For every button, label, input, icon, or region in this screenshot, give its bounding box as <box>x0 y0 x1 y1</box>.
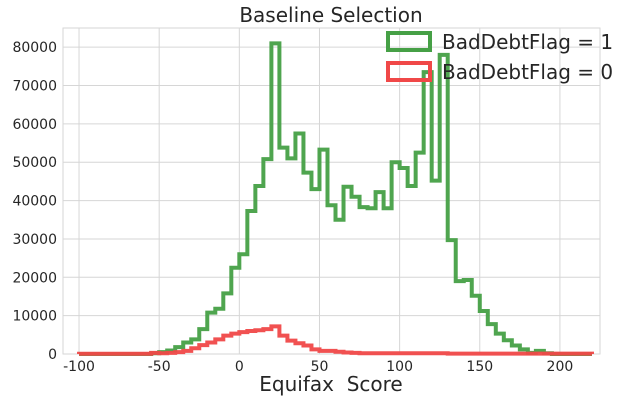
series-baddebtflag-1-step <box>79 41 592 356</box>
y-tick-label: 10000 <box>12 309 57 325</box>
y-tick-label: 80000 <box>12 40 57 56</box>
x-tick-label: 100 <box>386 359 413 375</box>
legend: BadDebtFlag = 1 BadDebtFlag = 0 <box>386 30 613 84</box>
y-tick-label: 20000 <box>12 270 57 286</box>
y-tick-label: 60000 <box>12 117 57 133</box>
tick-labels: -100 -50 0 50 100 150 200 0 10000 20000 30000 40000… <box>12 40 573 375</box>
y-tick-label: 0 <box>48 347 57 363</box>
x-axis-label: Equifax Score <box>259 372 402 396</box>
chart-title: Baseline Selection <box>239 3 422 27</box>
x-tick-label: -100 <box>63 359 95 375</box>
series-layer <box>77 41 594 356</box>
grid <box>62 27 601 355</box>
x-tick-label: 0 <box>235 359 244 375</box>
y-tick-label: 70000 <box>12 79 57 95</box>
series-baddebtflag-0-step <box>77 324 594 356</box>
legend-label: BadDebtFlag = 1 <box>442 30 613 54</box>
x-tick-label: -50 <box>148 359 171 375</box>
x-tick-label: 150 <box>466 359 493 375</box>
y-tick-label: 30000 <box>12 232 57 248</box>
x-tick-label: 50 <box>311 359 329 375</box>
legend-swatch <box>386 31 432 52</box>
y-tick-label: 40000 <box>12 194 57 210</box>
legend-label: BadDebtFlag = 0 <box>442 60 613 84</box>
y-tick-label: 50000 <box>12 155 57 171</box>
legend-swatch <box>386 61 432 82</box>
x-tick-label: 200 <box>547 359 574 375</box>
